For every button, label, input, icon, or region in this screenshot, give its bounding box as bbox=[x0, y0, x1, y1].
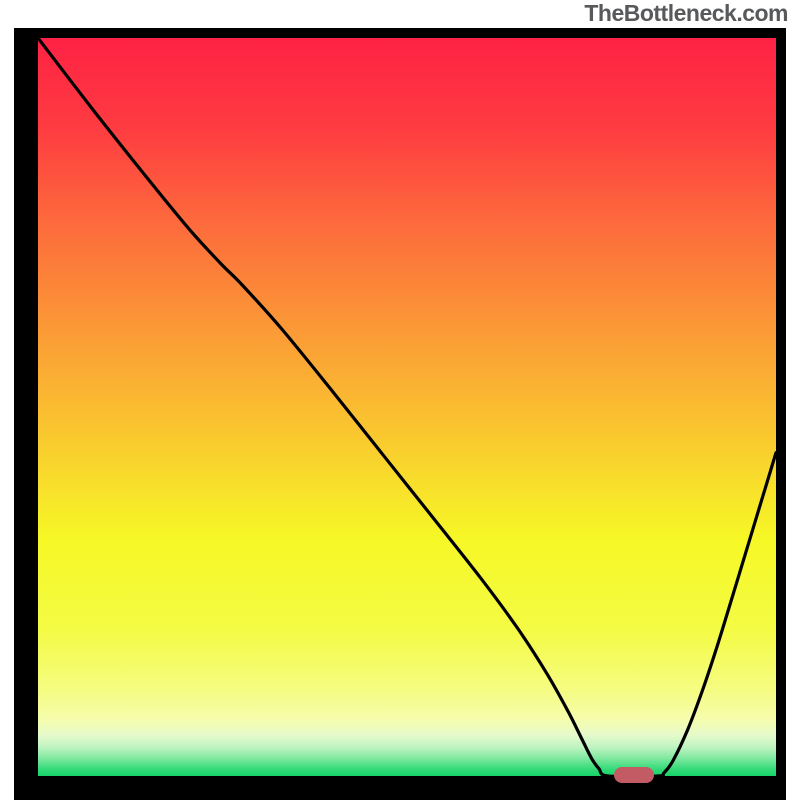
watermark-text: TheBottleneck.com bbox=[584, 0, 788, 27]
plot-area bbox=[38, 38, 776, 776]
bottleneck-chart bbox=[14, 28, 786, 800]
optimal-marker bbox=[614, 767, 654, 783]
bottleneck-curve bbox=[38, 38, 776, 776]
curve-path bbox=[38, 38, 776, 776]
